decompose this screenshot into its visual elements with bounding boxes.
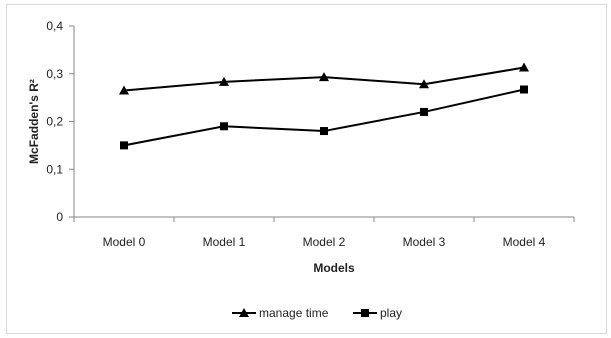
- data-point: [120, 141, 128, 150]
- x-axis: Model 0 Model 1 Model 2 Model 3 Model 4: [73, 216, 575, 249]
- legend-label: manage time: [259, 306, 329, 320]
- data-point: [320, 127, 328, 136]
- y-tick-label: 0,4: [46, 19, 63, 33]
- data-point: [520, 85, 528, 94]
- series-play: [120, 85, 528, 150]
- y-tick-label: 0: [56, 210, 63, 224]
- legend-marker: [361, 309, 369, 317]
- x-tick-label: Model 4: [503, 235, 546, 249]
- x-axis-title: Models: [313, 261, 355, 275]
- x-tick-label: Model 3: [403, 235, 446, 249]
- series-manage-time: [119, 62, 529, 95]
- chart-frame: [6, 4, 607, 334]
- x-tick-label: Model 2: [303, 235, 346, 249]
- legend: manage time play: [232, 306, 402, 320]
- data-point: [219, 76, 229, 86]
- y-axis: 0 0,1 0,2 0,3 0,4: [46, 19, 75, 224]
- legend-label: play: [380, 306, 402, 320]
- data-point: [220, 122, 228, 131]
- series-layer: [119, 62, 529, 150]
- legend-marker: [239, 308, 249, 317]
- data-point: [420, 107, 428, 116]
- data-point: [419, 79, 429, 89]
- legend-item: manage time: [232, 306, 329, 320]
- y-tick-label: 0,1: [46, 162, 63, 176]
- series-line: [123, 88, 525, 147]
- y-tick-label: 0,3: [46, 67, 63, 81]
- data-point: [519, 62, 529, 72]
- data-point: [319, 72, 329, 82]
- data-point: [119, 85, 129, 95]
- y-axis-title: McFadden's R²: [27, 79, 41, 164]
- x-tick-label: Model 0: [103, 235, 146, 249]
- legend-item: play: [353, 306, 402, 320]
- y-tick-label: 0,2: [46, 115, 63, 129]
- x-tick-label: Model 1: [203, 235, 246, 249]
